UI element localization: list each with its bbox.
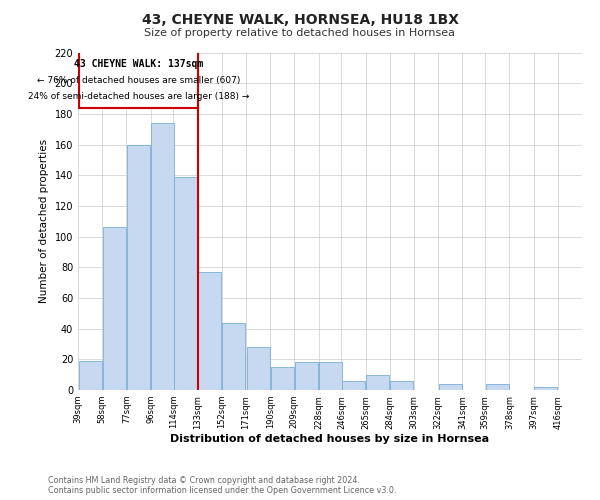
Bar — [247, 347, 269, 390]
Bar — [295, 362, 318, 390]
Bar — [223, 322, 245, 390]
Bar — [486, 384, 509, 390]
Bar — [366, 374, 389, 390]
FancyBboxPatch shape — [79, 50, 197, 108]
Bar — [151, 123, 174, 390]
Bar — [103, 228, 126, 390]
Text: Size of property relative to detached houses in Hornsea: Size of property relative to detached ho… — [145, 28, 455, 38]
Text: 24% of semi-detached houses are larger (188) →: 24% of semi-detached houses are larger (… — [28, 92, 249, 102]
Text: ← 76% of detached houses are smaller (607): ← 76% of detached houses are smaller (60… — [37, 76, 240, 84]
Bar — [439, 384, 462, 390]
Text: 43, CHEYNE WALK, HORNSEA, HU18 1BX: 43, CHEYNE WALK, HORNSEA, HU18 1BX — [142, 12, 458, 26]
Bar — [391, 381, 413, 390]
Text: Contains public sector information licensed under the Open Government Licence v3: Contains public sector information licen… — [48, 486, 397, 495]
Bar — [342, 381, 365, 390]
Text: 43 CHEYNE WALK: 137sqm: 43 CHEYNE WALK: 137sqm — [74, 58, 203, 68]
Bar — [198, 272, 221, 390]
Text: Contains HM Land Registry data © Crown copyright and database right 2024.: Contains HM Land Registry data © Crown c… — [48, 476, 360, 485]
Bar — [174, 177, 197, 390]
Y-axis label: Number of detached properties: Number of detached properties — [39, 139, 49, 304]
Bar — [79, 361, 101, 390]
X-axis label: Distribution of detached houses by size in Hornsea: Distribution of detached houses by size … — [170, 434, 490, 444]
Bar — [319, 362, 342, 390]
Bar — [271, 367, 294, 390]
Bar — [127, 144, 150, 390]
Bar — [534, 387, 557, 390]
